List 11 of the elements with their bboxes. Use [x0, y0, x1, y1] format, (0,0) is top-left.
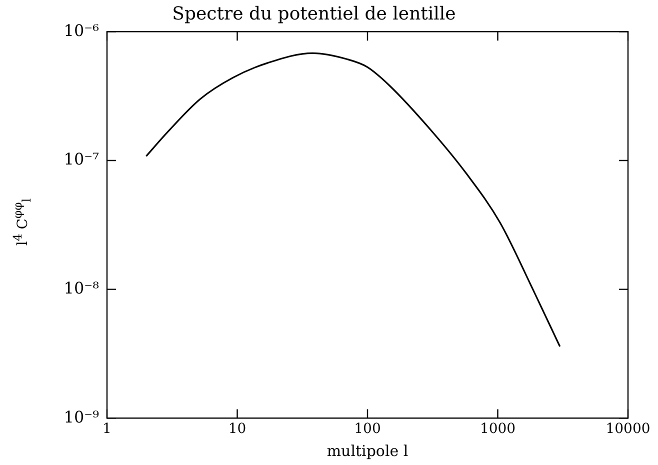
y-tick-label: 10⁻⁹: [64, 407, 100, 426]
x-tick-label: 1: [102, 421, 112, 438]
x-tick-label: 10: [228, 421, 246, 438]
y-tick-label: 10⁻⁸: [64, 278, 99, 298]
y-tick-label: 10⁻⁷: [64, 150, 99, 169]
y-tick-label: 10⁻⁶: [64, 20, 99, 40]
x-tick-label: 10000: [606, 421, 650, 438]
chart-title: Spectre du potentiel de lentille: [172, 3, 456, 24]
x-tick-label: 100: [354, 421, 381, 438]
x-tick-label: 1000: [480, 421, 516, 438]
x-axis-title: multipole l: [326, 442, 408, 460]
